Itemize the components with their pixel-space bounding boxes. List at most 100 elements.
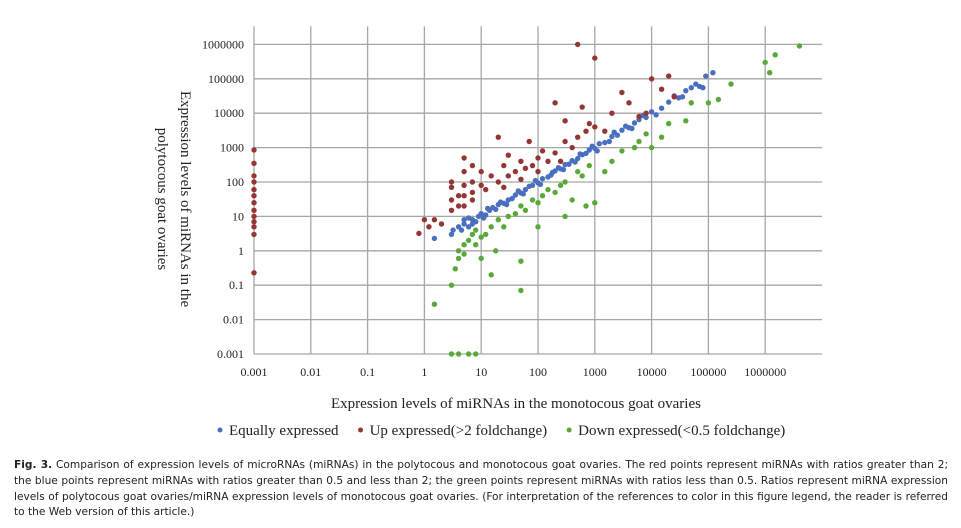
data-point — [518, 203, 524, 209]
data-point — [461, 193, 467, 199]
data-point — [619, 127, 625, 133]
data-point — [431, 217, 438, 223]
data-point — [602, 139, 608, 146]
data-point — [512, 192, 519, 198]
data-point — [251, 186, 257, 193]
data-point — [488, 173, 494, 179]
data-point — [566, 161, 572, 167]
data-point — [583, 150, 589, 157]
data-point — [586, 162, 592, 169]
data-point — [710, 70, 716, 76]
x-axis-title: Expression levels of miRNAs in the monot… — [331, 396, 701, 412]
data-point — [592, 124, 598, 130]
data-point — [480, 215, 487, 221]
y-tick-label: 100 — [226, 175, 244, 189]
data-point — [483, 186, 489, 193]
data-point — [501, 224, 507, 230]
data-point — [461, 155, 467, 161]
data-point — [557, 182, 564, 188]
data-point — [465, 351, 472, 357]
x-tick-label: 10 — [475, 365, 487, 379]
data-point — [497, 199, 504, 205]
data-point — [658, 86, 665, 92]
data-point — [715, 96, 722, 103]
y-axis-title-line1: Expression levels of miRNAs in the — [177, 91, 193, 308]
data-point — [469, 189, 476, 196]
data-point — [469, 221, 476, 227]
data-point — [666, 120, 672, 127]
y-tick-label: 1 — [238, 244, 244, 258]
data-point — [461, 251, 467, 257]
data-point — [626, 100, 632, 106]
data-point — [609, 133, 615, 140]
data-point — [703, 73, 709, 79]
data-point — [465, 237, 472, 244]
data-point — [609, 158, 615, 164]
data-point — [537, 181, 544, 188]
data-point — [671, 94, 677, 100]
data-point — [478, 255, 484, 262]
data-point — [683, 88, 689, 94]
data-point — [512, 211, 519, 217]
data-point — [572, 159, 578, 165]
data-point — [529, 182, 536, 188]
x-tick-label: 1000 — [583, 365, 607, 379]
data-point — [515, 188, 521, 194]
data-point — [251, 270, 257, 276]
y-tick-label: 1000 — [220, 141, 244, 155]
data-point — [648, 109, 655, 115]
data-point — [529, 162, 536, 169]
data-point — [562, 213, 568, 220]
data-point — [465, 224, 472, 230]
data-point — [666, 99, 672, 105]
data-point — [522, 207, 529, 213]
data-point — [505, 213, 511, 220]
data-point — [478, 234, 484, 240]
legend-marker — [358, 427, 364, 433]
figure-caption: Fig. 3. Comparison of expression levels … — [14, 458, 948, 521]
x-axis-ticks: 0.001 0.01 0.1 1 10 100 1000 10000 100000 1000000 — [241, 365, 787, 379]
data-point — [450, 227, 456, 233]
data-point — [705, 100, 712, 106]
x-tick-label: 1 — [421, 365, 427, 379]
data-point — [688, 85, 694, 91]
data-point — [611, 129, 617, 135]
data-point — [548, 172, 554, 178]
data-point — [518, 158, 524, 164]
data-point — [448, 184, 455, 190]
data-point — [557, 158, 564, 164]
data-point — [469, 197, 476, 203]
data-point — [643, 131, 649, 137]
data-point — [448, 207, 455, 213]
data-point — [579, 104, 585, 110]
data-point — [683, 118, 689, 124]
grid-lines — [253, 26, 822, 355]
x-tick-label: 0.001 — [241, 365, 268, 379]
y-axis-title-line2: polytocous goat ovaries — [154, 128, 170, 271]
data-point — [478, 211, 484, 217]
data-point — [518, 176, 524, 182]
caption-label: Fig. 3. — [14, 459, 53, 471]
x-tick-label: 0.01 — [300, 365, 321, 379]
data-point — [577, 151, 583, 157]
data-point — [545, 186, 551, 193]
data-point — [609, 110, 615, 116]
data-point — [569, 197, 575, 203]
data-point — [520, 191, 526, 197]
data-point — [700, 85, 706, 91]
data-point — [594, 148, 600, 154]
data-point — [455, 193, 462, 199]
data-point — [535, 168, 541, 175]
data-point — [465, 215, 472, 221]
y-tick-label: 0.01 — [223, 313, 244, 327]
data-point — [455, 248, 462, 254]
data-point — [606, 138, 612, 145]
data-point — [483, 231, 489, 238]
data-point — [493, 248, 499, 254]
data-point — [455, 351, 462, 357]
data-point — [251, 173, 257, 179]
data-point — [251, 224, 257, 230]
data-point — [555, 165, 562, 171]
data-point — [485, 205, 491, 212]
data-point — [448, 282, 455, 288]
